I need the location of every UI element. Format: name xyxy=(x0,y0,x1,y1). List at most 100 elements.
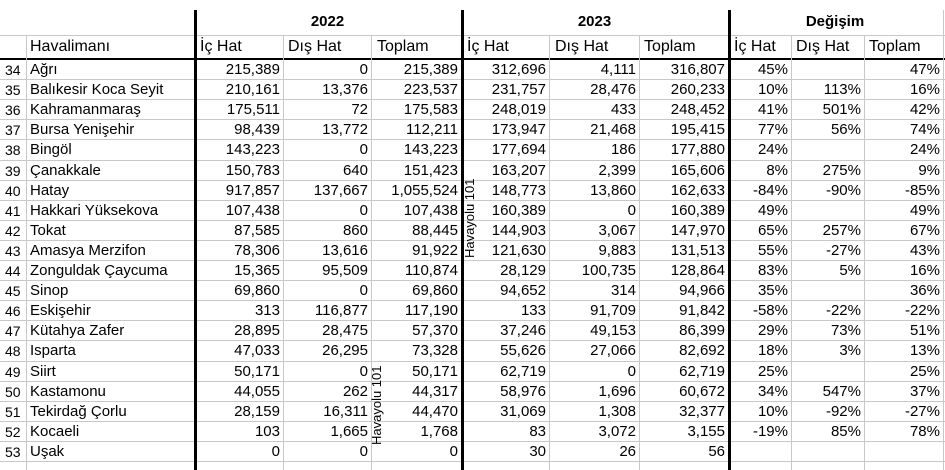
grid-hline xyxy=(0,461,945,462)
cell-change-international: 3% xyxy=(839,342,861,360)
group-separator xyxy=(194,10,197,470)
cell-2023-domestic: 248,019 xyxy=(491,101,546,119)
cell-change-international xyxy=(791,60,864,80)
cell-2022-total: 88,445 xyxy=(412,221,458,239)
cell-2023-international: 9,883 xyxy=(598,241,636,259)
cell-change-international: 5% xyxy=(839,262,861,279)
cell-2023-international: 186 xyxy=(610,141,636,159)
cell-2023-international: 27,066 xyxy=(590,342,636,360)
grid-hline xyxy=(0,400,945,402)
row-number: 38 xyxy=(5,142,21,159)
cell-2022-international: 262 xyxy=(342,382,368,400)
cell-2022-international: 95,509 xyxy=(322,262,368,279)
cell-2022-total: 223,537 xyxy=(403,81,458,99)
cell-2022-domestic: 69,860 xyxy=(234,282,280,300)
cell-2022-international: 28,475 xyxy=(322,322,368,340)
cell-change-total xyxy=(864,442,943,462)
cell-change-international: 85% xyxy=(830,422,861,440)
row-number: 44 xyxy=(5,263,21,279)
cell-2023-international: 433 xyxy=(610,101,636,119)
cell-2023-total: 94,966 xyxy=(679,282,725,300)
airport-name: Hakkari Yüksekova xyxy=(30,201,159,219)
cell-2022-international: 0 xyxy=(359,141,368,159)
cell-2023-international: 100,735 xyxy=(581,262,636,279)
cell-2023-international: 28,476 xyxy=(590,81,636,99)
cell-2022-domestic: 175,511 xyxy=(226,101,280,119)
cell-2022-total: 112,211 xyxy=(406,121,458,139)
cell-2022-international: 0 xyxy=(359,201,368,219)
cell-2023-domestic: 173,947 xyxy=(491,121,546,139)
cell-2022-domestic: 313 xyxy=(254,302,280,320)
airport-name: Isparta xyxy=(30,342,76,360)
cell-change-domestic: 29% xyxy=(757,322,788,340)
grid-hline xyxy=(0,99,945,101)
cell-change-international: 73% xyxy=(830,322,861,340)
cell-2022-international: 16,311 xyxy=(323,402,368,420)
cell-2022-international: 26,295 xyxy=(322,342,368,360)
cell-change-international: 257% xyxy=(822,221,861,239)
cell-change-domestic: 34% xyxy=(757,382,788,400)
cell-2023-total: 56 xyxy=(708,442,725,460)
cell-2023-domestic: 144,903 xyxy=(491,221,546,239)
cell-2022-total: 1,768 xyxy=(420,422,458,440)
airport-name: Bursa Yenişehir xyxy=(30,121,135,139)
cell-2023-total: 165,606 xyxy=(670,161,725,179)
grid-vline xyxy=(549,35,550,470)
cell-2022-domestic: 107,438 xyxy=(225,201,280,219)
cell-2022-domestic: 150,783 xyxy=(225,161,280,179)
cell-2023-domestic: 37,246 xyxy=(500,322,546,340)
cell-change-international: 275% xyxy=(822,161,861,179)
cell-change-total: 37% xyxy=(909,382,940,400)
cell-change-total: 36% xyxy=(909,282,940,300)
column-header-change-total: Toplam xyxy=(869,38,921,55)
cell-change-total: 43% xyxy=(909,241,940,259)
airport-name: Sinop xyxy=(30,282,69,300)
column-header-2022-international: Dış Hat xyxy=(288,38,342,55)
cell-change-total: 24% xyxy=(909,141,940,159)
year-2022-header: 2022 xyxy=(310,13,345,30)
cell-2023-total: 160,389 xyxy=(670,201,725,219)
airport-name: Kahramanmaraş xyxy=(30,101,141,119)
cell-2023-total: 82,692 xyxy=(679,342,725,360)
watermark-text: Havayolu 101 xyxy=(462,178,477,259)
cell-2023-international: 1,308 xyxy=(598,402,636,420)
cell-change-domestic: 24% xyxy=(757,141,788,159)
cell-change-international: 501% xyxy=(822,101,861,119)
cell-2023-international: 0 xyxy=(627,362,636,380)
cell-2022-domestic: 47,033 xyxy=(234,342,280,360)
cell-change-international xyxy=(791,362,864,382)
cell-2022-total: 44,470 xyxy=(412,402,458,420)
cell-change-total: 42% xyxy=(909,101,940,119)
cell-2023-domestic: 121,630 xyxy=(491,241,546,259)
cell-change-domestic: 45% xyxy=(757,61,788,78)
grid-hline xyxy=(0,320,945,322)
cell-2023-total: 60,672 xyxy=(679,382,725,400)
grid-hline xyxy=(0,440,945,442)
row-number: 34 xyxy=(5,62,21,78)
airport-name: Eskişehir xyxy=(30,302,91,320)
grid-vline xyxy=(943,10,944,470)
cell-2023-total: 128,864 xyxy=(670,262,725,279)
airport-name: Zonguldak Çaycuma xyxy=(30,262,168,279)
airport-name: Ağrı xyxy=(30,61,58,78)
cell-change-total: 67% xyxy=(909,221,940,239)
cell-2023-domestic: 31,069 xyxy=(500,402,546,420)
cell-change-domestic: 49% xyxy=(757,201,788,219)
cell-change-total: -85% xyxy=(904,181,940,199)
cell-2022-domestic: 15,365 xyxy=(234,262,280,279)
column-header-airport: Havalimanı xyxy=(30,38,111,55)
cell-change-domestic: 18% xyxy=(757,342,788,360)
column-header-2023-domestic: İç Hat xyxy=(467,38,509,55)
cell-2023-total: 91,842 xyxy=(679,302,725,320)
row-number: 39 xyxy=(5,162,21,179)
airport-name: Çanakkale xyxy=(30,161,101,179)
cell-2022-international: 13,616 xyxy=(322,241,368,259)
cell-2022-international: 0 xyxy=(359,362,368,380)
airport-name: Tekirdağ Çorlu xyxy=(30,402,127,420)
cell-2023-domestic: 160,389 xyxy=(491,201,546,219)
cell-2022-international: 0 xyxy=(359,282,368,300)
cell-2022-total: 151,423 xyxy=(403,161,458,179)
cell-2022-total: 117,190 xyxy=(404,302,458,320)
cell-2022-total: 50,171 xyxy=(412,362,458,380)
